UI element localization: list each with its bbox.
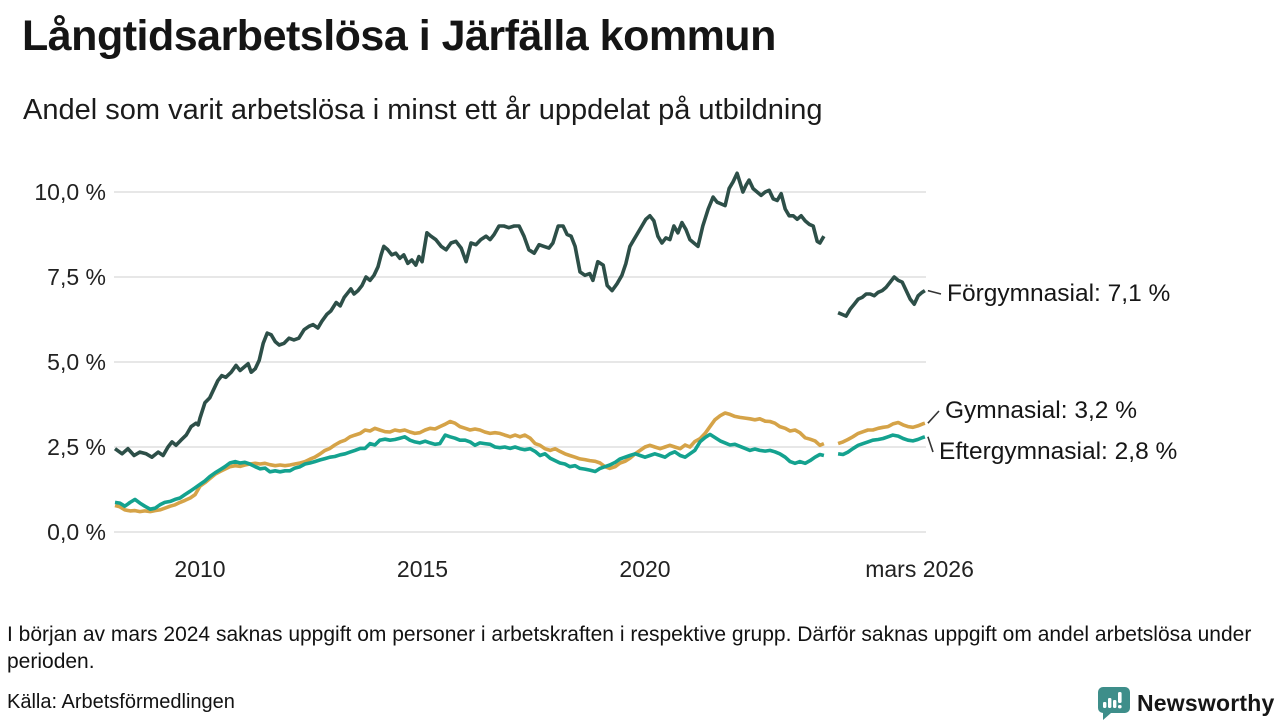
series-end-label-eftergymnasial: Eftergymnasial: 2,8 % <box>939 438 1177 465</box>
series-line-eftergymnasial <box>837 433 926 457</box>
label-connector <box>927 289 942 295</box>
series-end-label-förgymnasial: Förgymnasial: 7,1 % <box>947 280 1170 307</box>
source-attribution: Källa: Arbetsförmedlingen <box>7 691 235 713</box>
page-title: Långtidsarbetslösa i Järfälla kommun <box>22 12 776 60</box>
y-axis-tick-label: 0,0 % <box>47 519 106 545</box>
unemployment-line-chart: 10,0 % 7,5 % 5,0 % 2,5 % 0,0 % 2010 2015 2020 ma… <box>34 171 1177 582</box>
y-axis-tick-label: 2,5 % <box>47 434 106 460</box>
label-connector <box>927 410 940 424</box>
label-connector <box>927 436 934 453</box>
series-line-gymnasial <box>114 411 825 514</box>
x-axis-tick-label: mars 2026 <box>865 556 974 582</box>
y-axis-tick-label: 7,5 % <box>47 264 106 290</box>
newsworthy-wordmark: Newsworthy <box>1137 689 1275 716</box>
x-axis-tick-label: 2010 <box>174 556 225 582</box>
y-axis-tick-label: 5,0 % <box>47 349 106 375</box>
series-line-eftergymnasial <box>114 432 825 511</box>
series-end-label-gymnasial: Gymnasial: 3,2 % <box>945 397 1137 424</box>
chart-footnote: I början av mars 2024 saknas uppgift om … <box>7 623 1252 673</box>
y-axis-tick-label: 10,0 % <box>34 179 106 205</box>
x-axis-tick-label: 2015 <box>397 556 448 582</box>
x-axis-tick-label: 2020 <box>619 556 670 582</box>
newsworthy-speech-bubble-chart-icon <box>1098 687 1130 720</box>
newsworthy-logo: Newsworthy <box>1096 686 1274 720</box>
series-line-förgymnasial <box>837 275 926 318</box>
series-line-gymnasial <box>837 420 926 446</box>
series-line-förgymnasial <box>113 171 826 459</box>
page-subtitle: Andel som varit arbetslösa i minst ett å… <box>23 94 823 126</box>
